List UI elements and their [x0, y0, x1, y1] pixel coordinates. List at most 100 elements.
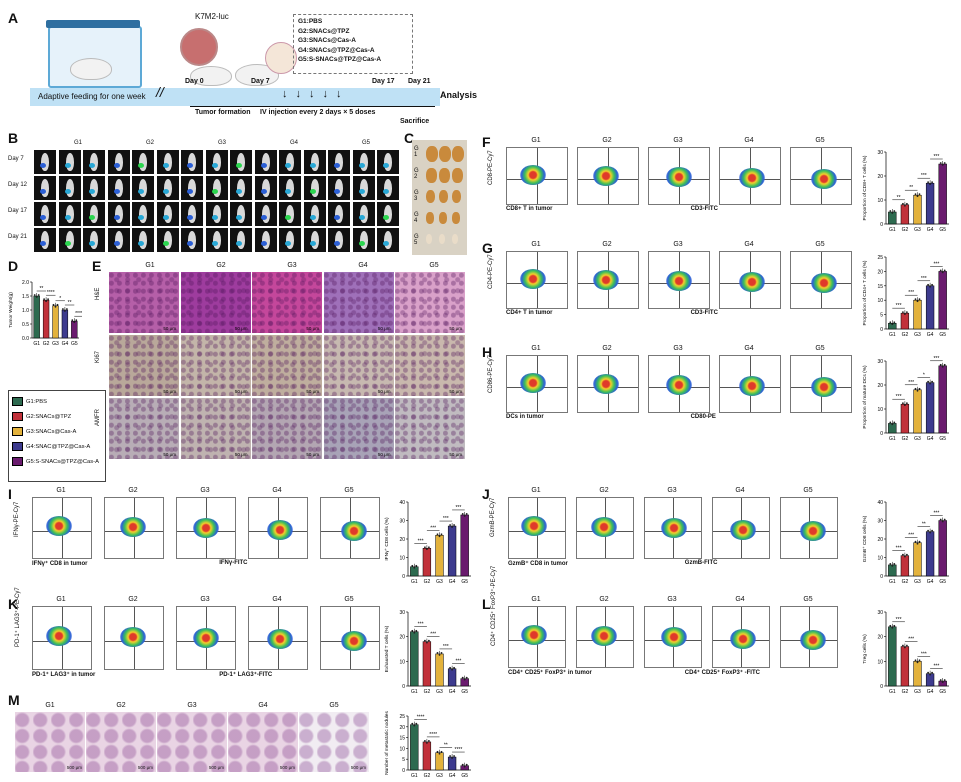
bar	[410, 631, 419, 687]
ivis-image	[230, 202, 252, 226]
data-point	[889, 321, 892, 324]
significance-label: ***	[455, 659, 461, 665]
data-point	[424, 546, 426, 549]
data-point	[929, 382, 931, 385]
bar	[435, 535, 444, 577]
luminescence-signal	[211, 163, 218, 168]
y-tick-label: 0	[880, 431, 883, 437]
tumor-specimen	[426, 212, 434, 224]
luminescence-signal	[187, 163, 193, 168]
tumor-specimen	[426, 146, 438, 162]
metastasis-group-label: G5	[329, 702, 339, 709]
data-point	[440, 533, 443, 536]
ivis-image	[328, 228, 350, 252]
significance-label: ***	[933, 356, 939, 362]
luminescence-signal	[309, 189, 316, 194]
data-point	[902, 644, 904, 647]
group-entry: G5:S-SNACs@TPZ@Cas-A	[298, 56, 382, 63]
flow-group-label: G5	[803, 487, 813, 494]
flow-plot	[508, 606, 566, 668]
x-tick-label: G3	[436, 579, 443, 585]
mouse-image	[359, 179, 368, 197]
flow-group-label: G5	[815, 241, 825, 248]
y-tick-label: 20	[877, 174, 883, 180]
ivis-image	[230, 150, 252, 174]
data-point	[451, 526, 453, 528]
significance-label: ***	[908, 290, 914, 296]
data-point	[941, 520, 944, 523]
data-point	[904, 404, 906, 407]
luminescence-signal	[162, 189, 169, 194]
luminescence-signal	[358, 189, 365, 194]
x-tick-label: G3	[436, 773, 443, 779]
data-point	[33, 294, 36, 296]
luminescence-signal	[285, 215, 291, 220]
histology-image: 50 μm	[180, 398, 251, 459]
x-tick-label: G5	[939, 579, 946, 585]
significance-label: ***	[908, 380, 914, 386]
flow-cluster	[340, 520, 367, 541]
ivis-group-label: G1	[73, 140, 82, 146]
data-point	[918, 540, 921, 543]
scale-bar-label: 50 μm	[163, 389, 176, 394]
legend-swatch	[12, 457, 23, 466]
flow-cluster	[730, 519, 757, 540]
data-point	[436, 750, 439, 753]
flow-group-label: G1	[56, 596, 66, 603]
histology-row-label: Ki67	[95, 350, 101, 363]
bar	[913, 194, 922, 225]
mouse-image	[163, 231, 172, 249]
flow-group-label: G2	[602, 345, 612, 352]
flow-cluster	[193, 518, 220, 539]
legend-item: G4:SNAC@TPZ@Cas-A	[12, 439, 102, 454]
scale-bar-label: 500 μm	[66, 765, 82, 770]
mouse-image	[65, 153, 74, 171]
bar	[925, 182, 935, 225]
metastasis-group-label: G2	[116, 702, 126, 709]
data-point	[415, 722, 418, 725]
flow-ylabel: CD8-PE-Cy7	[488, 150, 494, 185]
histology-group-label: G5	[429, 262, 439, 269]
mouse-image	[41, 153, 49, 171]
data-point	[415, 629, 418, 632]
histology-group-label: G4	[358, 262, 368, 269]
bar	[422, 741, 432, 771]
y-tick-label: 20	[877, 383, 883, 389]
x-tick-label: G4	[449, 773, 456, 779]
data-point	[47, 298, 49, 301]
chart-ylabel: Number of metastatic nodules	[384, 711, 390, 775]
data-point	[904, 204, 906, 207]
significance-label: **	[909, 185, 913, 191]
x-tick-label: G4	[449, 579, 456, 585]
ivis-day-label: Day 12	[8, 182, 28, 188]
flow-group-label: G1	[56, 487, 66, 494]
x-tick-label: G2	[902, 436, 909, 442]
significance-label: ***	[933, 511, 939, 517]
ivis-image	[156, 176, 179, 200]
flow-group-label: G4	[735, 596, 745, 603]
data-point	[931, 671, 933, 674]
data-point	[927, 181, 929, 184]
data-point	[914, 659, 917, 662]
mouse-image	[90, 179, 98, 197]
lung-section-image: 500 μm	[86, 712, 156, 772]
flow-ylabel: GzmB-PE-Cy7	[490, 497, 496, 537]
luminescence-signal	[40, 215, 46, 220]
flow-plot	[719, 251, 781, 309]
flow-group-label: G1	[531, 241, 541, 248]
mouse-illustration	[70, 58, 112, 80]
data-point	[943, 679, 946, 681]
data-point	[71, 319, 74, 322]
ivis-image	[205, 150, 228, 174]
bar	[888, 626, 897, 687]
mouse-image	[335, 179, 343, 197]
flow-cluster	[266, 519, 293, 540]
luminescence-signal	[358, 163, 365, 168]
flow-group-label: G2	[599, 487, 609, 494]
flow-cluster	[266, 629, 293, 650]
bar	[913, 661, 922, 687]
data-point	[411, 629, 414, 632]
flow-plot	[712, 497, 770, 559]
mouse-image	[114, 179, 123, 197]
ivis-image	[83, 150, 105, 174]
